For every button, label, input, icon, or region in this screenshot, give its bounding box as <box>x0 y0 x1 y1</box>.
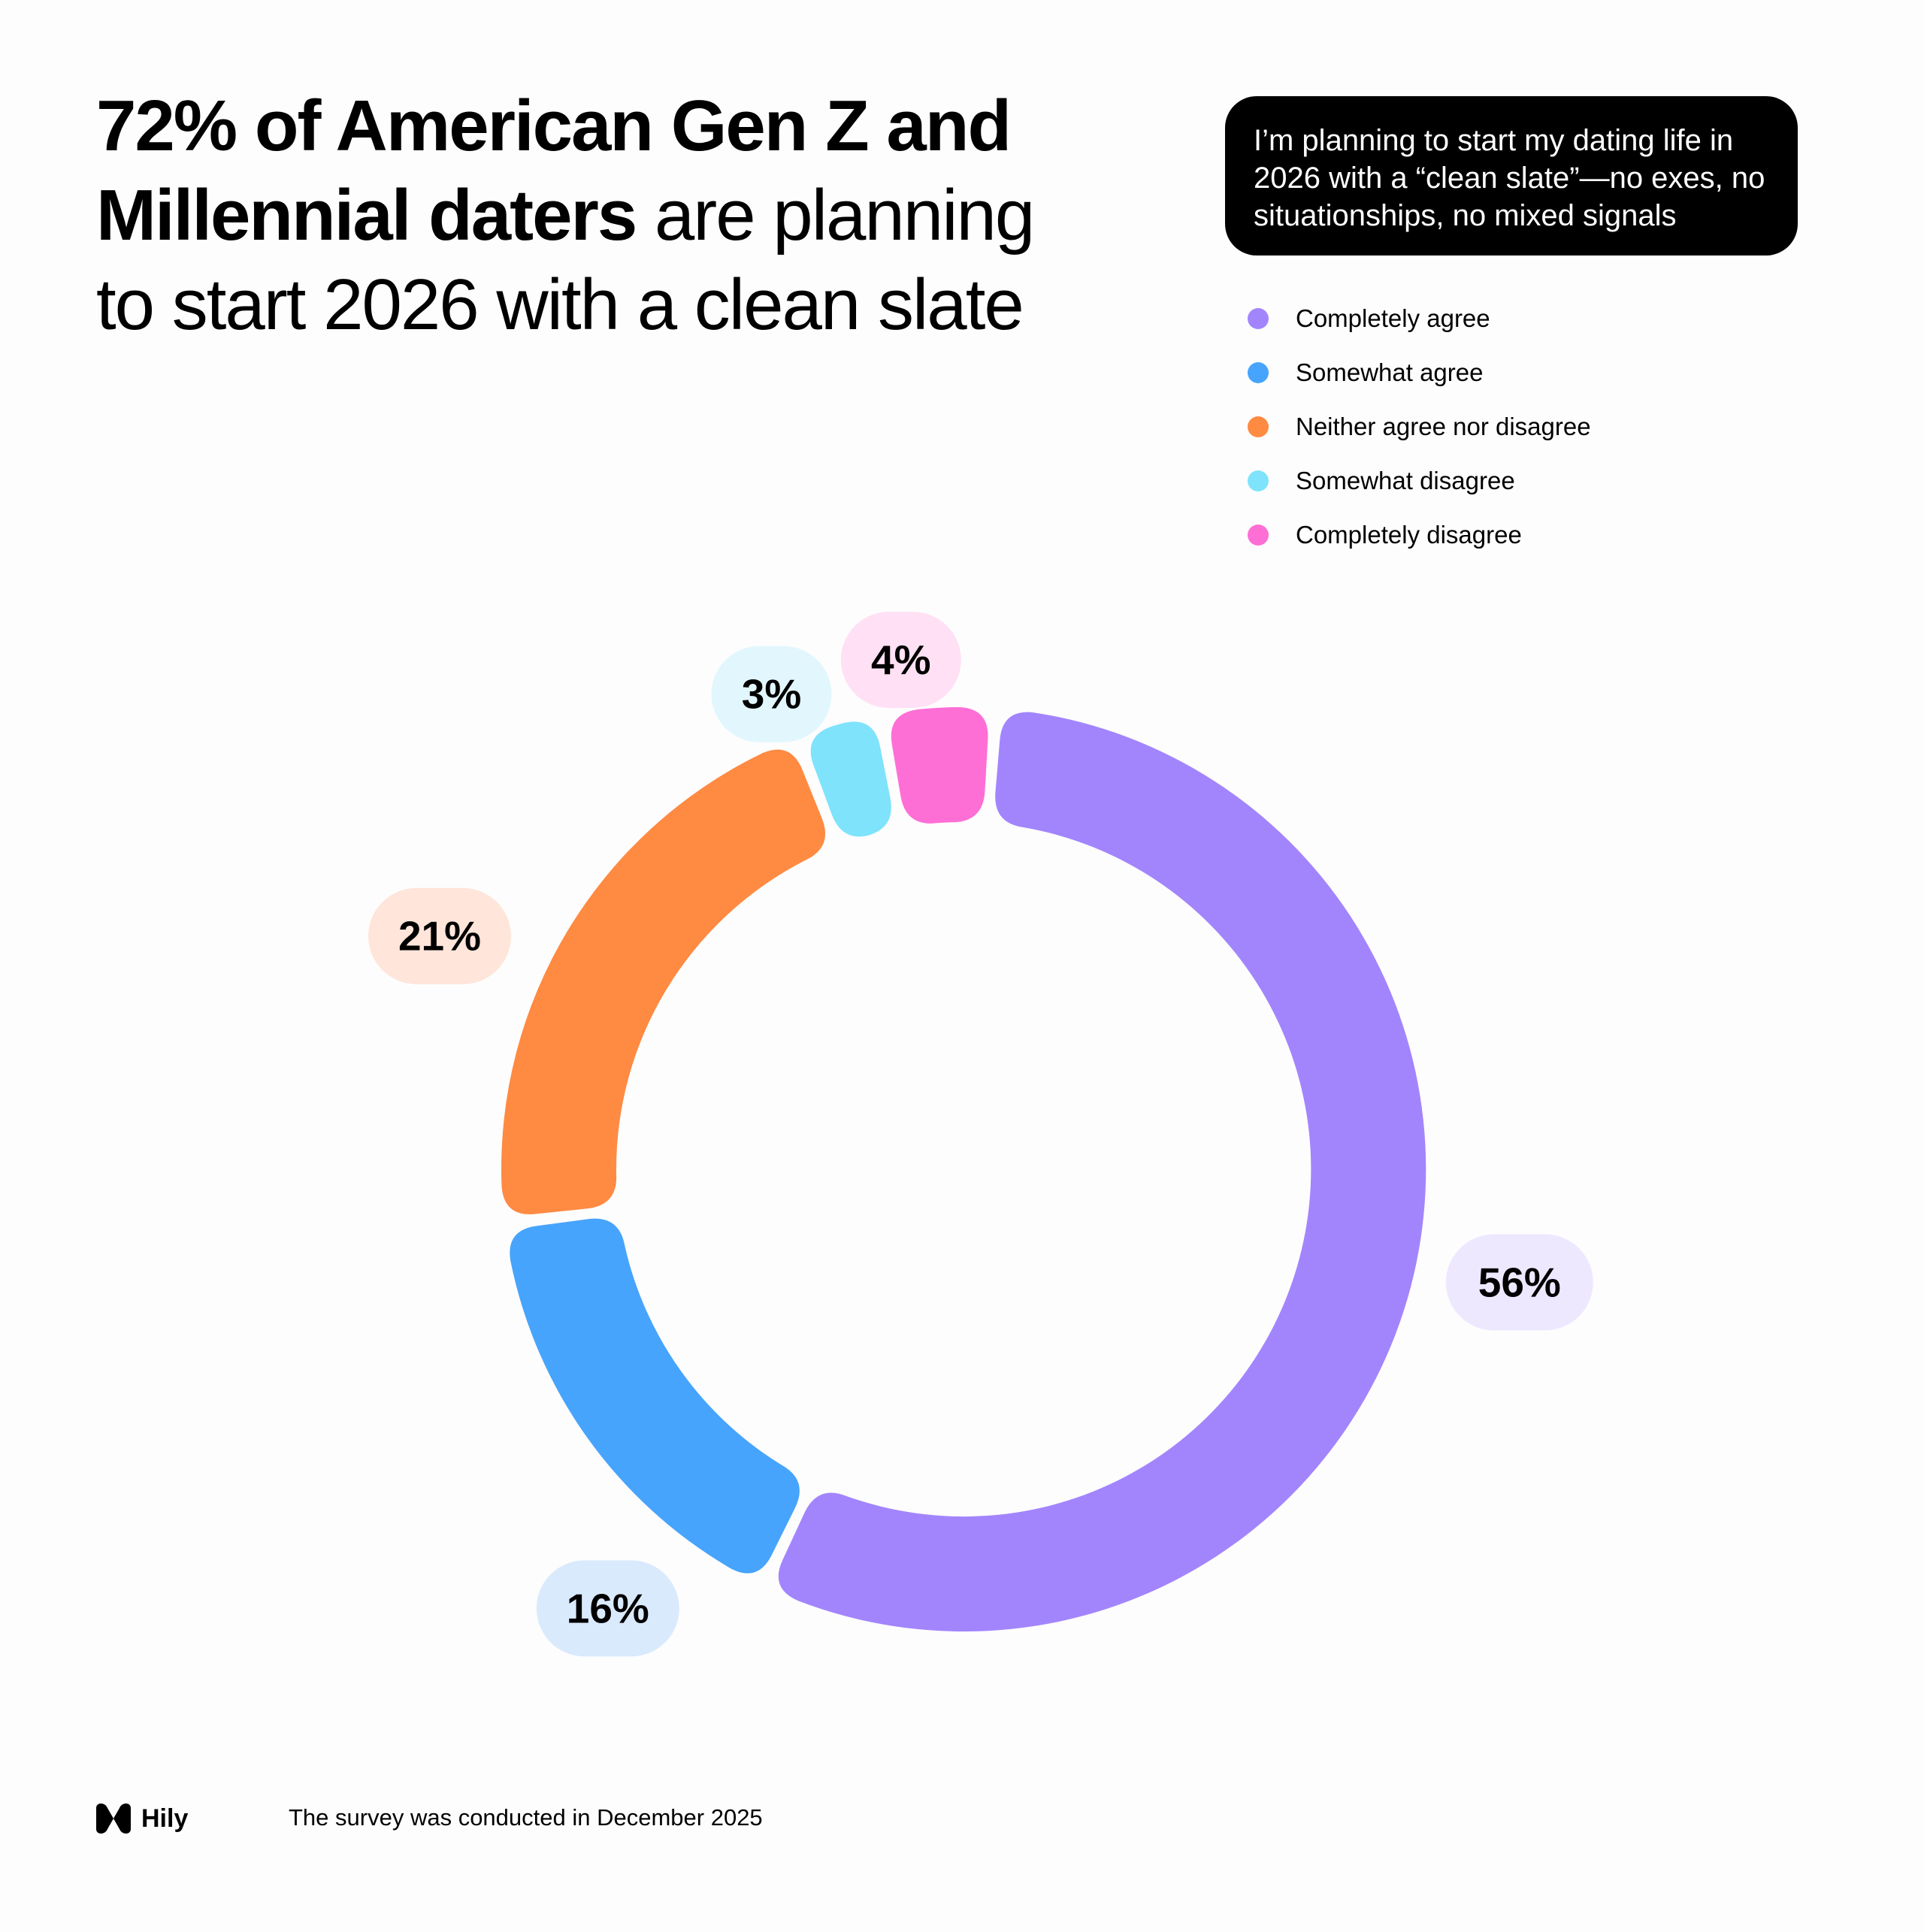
brand-name: Hily <box>141 1804 189 1833</box>
value-label-text: 4% <box>871 636 931 683</box>
legend-item: Somewhat agree <box>1248 346 1591 400</box>
legend-swatch <box>1248 308 1269 329</box>
value-label-text: 3% <box>742 671 802 718</box>
value-label-pill <box>368 887 511 984</box>
value-label-text: 21% <box>398 913 481 960</box>
donut-slice <box>810 721 891 837</box>
legend-label: Completely disagree <box>1296 521 1522 549</box>
legend-swatch <box>1248 470 1269 491</box>
survey-footnote: The survey was conducted in December 202… <box>289 1804 763 1831</box>
donut-slice <box>501 749 826 1214</box>
headline-regular-line2: are planning <box>636 175 1035 255</box>
donut-slice <box>778 712 1426 1632</box>
legend-item: Neither agree nor disagree <box>1248 400 1591 454</box>
legend-label: Somewhat disagree <box>1296 467 1515 494</box>
legend-swatch <box>1248 362 1269 383</box>
legend-label: Completely agree <box>1296 304 1490 332</box>
legend-item: Completely disagree <box>1248 508 1591 562</box>
survey-statement: I’m planning to start my dating life in … <box>1225 96 1798 255</box>
value-label: 21% <box>368 887 511 984</box>
legend-swatch <box>1248 416 1269 437</box>
donut-slice <box>510 1218 800 1574</box>
legend-swatch <box>1248 525 1269 546</box>
value-label: 16% <box>536 1560 679 1657</box>
legend-item: Somewhat disagree <box>1248 454 1591 508</box>
legend-item: Completely agree <box>1248 292 1591 346</box>
chart-legend: Completely agree Somewhat agree Neither ag… <box>1248 292 1591 562</box>
value-label-pill <box>536 1560 679 1657</box>
value-label-text: 16% <box>567 1585 649 1631</box>
value-label-pill <box>840 612 961 709</box>
value-label-text: 56% <box>1478 1259 1561 1306</box>
page-title: 72% of American Gen Z and Millennial dat… <box>96 81 1163 349</box>
hily-logo-icon <box>96 1804 131 1834</box>
value-label-pill <box>711 646 832 742</box>
legend-label: Somewhat agree <box>1296 358 1484 386</box>
headline-regular-line3: to start 2026 with a clean slate <box>96 265 1024 345</box>
value-label: 3% <box>711 646 832 742</box>
value-label: 4% <box>840 612 961 709</box>
brand-logo: Hily <box>95 1800 188 1837</box>
value-label: 56% <box>1445 1234 1593 1331</box>
value-label-pill <box>1445 1234 1593 1331</box>
donut-slice <box>891 707 988 824</box>
headline-bold-line2: Millennial daters <box>96 175 637 255</box>
headline-bold-line1: 72% of American Gen Z and <box>96 86 1012 166</box>
legend-label: Neither agree nor disagree <box>1296 413 1591 440</box>
